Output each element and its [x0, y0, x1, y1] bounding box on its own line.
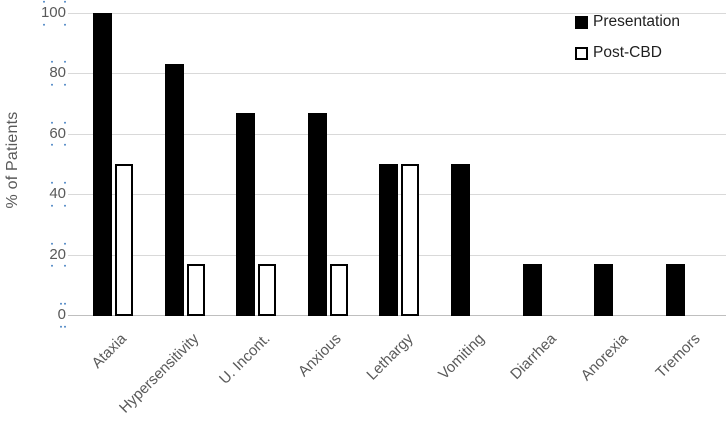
bar-presentation	[164, 64, 184, 316]
artifact-dot	[51, 144, 54, 147]
bar-postcbd	[401, 164, 420, 316]
artifact-dot	[64, 121, 66, 124]
legend-item-presentation: Presentation	[575, 13, 680, 31]
bar-presentation	[379, 164, 399, 316]
presentation-swatch-icon	[575, 15, 588, 29]
x-category-label: Lethargy	[363, 330, 417, 384]
y-tick-label: 0	[58, 302, 66, 328]
gridline	[68, 13, 726, 14]
bar-presentation	[93, 13, 112, 316]
bar-presentation	[665, 263, 685, 316]
bar-postcbd	[329, 263, 348, 316]
artifact-dot	[51, 181, 54, 184]
postcbd-swatch-icon	[575, 46, 588, 60]
artifact-dot	[42, 0, 45, 3]
artifact-dot	[64, 325, 66, 328]
x-category-label: Ataxia	[88, 330, 131, 372]
artifact-dot	[51, 61, 54, 64]
artifact-dot	[51, 264, 54, 267]
bar-postcbd	[115, 164, 133, 316]
x-category-label: Tremors	[652, 330, 704, 382]
artifact-dot	[42, 23, 45, 26]
artifact-dot	[64, 264, 66, 267]
y-tick-label: 80	[49, 61, 66, 86]
y-tick-label: 20	[49, 242, 66, 267]
bar-presentation	[307, 112, 327, 316]
bar-presentation	[522, 263, 542, 316]
artifact-dot	[59, 325, 62, 328]
legend-label-postcbd: Post-CBD	[593, 44, 662, 61]
artifact-dot	[51, 83, 54, 86]
artifact-dot	[64, 61, 66, 64]
artifact-dot	[51, 121, 54, 124]
y-tick-label: 40	[49, 181, 66, 207]
artifact-dot	[64, 144, 66, 147]
y-tick-label: 100	[41, 0, 66, 26]
y-axis-title: % of Patients	[4, 111, 21, 209]
bar-postcbd	[186, 263, 205, 316]
x-category-label: Anorexia	[577, 330, 632, 385]
bar-presentation	[594, 263, 614, 316]
bar-presentation	[236, 112, 256, 316]
artifact-dot	[64, 204, 66, 207]
artifact-dot	[64, 0, 66, 3]
bar-presentation	[451, 164, 470, 316]
artifact-dot	[51, 204, 54, 207]
artifact-dot	[64, 23, 66, 26]
artifact-dot	[59, 302, 62, 305]
legend-label-presentation: Presentation	[593, 13, 681, 30]
artifact-dot	[64, 83, 66, 86]
legend-item-postcbd: Post-CBD	[575, 44, 680, 62]
artifact-dot	[64, 302, 66, 305]
y-tick-label: 60	[49, 121, 66, 147]
x-category-label: Vomiting	[435, 330, 489, 384]
gridline	[68, 133, 726, 135]
gridline	[68, 73, 726, 75]
artifact-dot	[64, 242, 66, 245]
x-category-label: Hypersensitivity	[115, 330, 202, 417]
x-category-label: Anxious	[295, 330, 346, 381]
x-category-label: U. Incont.	[216, 330, 274, 388]
artifact-dot	[51, 242, 54, 245]
bar-postcbd	[258, 263, 277, 316]
artifact-dot	[64, 181, 66, 184]
legend: Presentation Post-CBD	[575, 13, 680, 62]
x-category-label: Diarrhea	[507, 330, 560, 383]
